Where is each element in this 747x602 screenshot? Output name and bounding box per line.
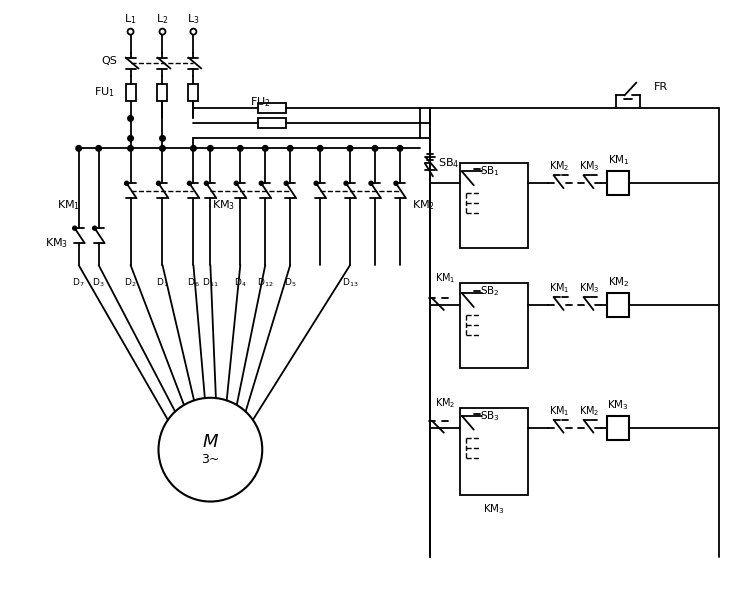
Text: KM$_3$: KM$_3$ xyxy=(579,160,600,173)
Bar xyxy=(460,163,527,248)
Bar xyxy=(258,119,286,128)
Circle shape xyxy=(157,181,161,185)
Circle shape xyxy=(72,226,77,230)
Circle shape xyxy=(187,181,191,185)
Bar xyxy=(607,172,630,195)
Text: D$_1$: D$_1$ xyxy=(156,276,169,288)
Text: D$_{13}$: D$_{13}$ xyxy=(342,276,359,288)
Bar xyxy=(188,84,199,102)
Circle shape xyxy=(128,116,134,121)
Text: KM$_3$: KM$_3$ xyxy=(607,398,630,412)
Circle shape xyxy=(288,146,293,151)
Circle shape xyxy=(372,146,378,151)
Text: D$_2$: D$_2$ xyxy=(124,276,137,288)
Text: SB$_2$: SB$_2$ xyxy=(480,284,500,298)
Text: KM$_2$: KM$_2$ xyxy=(579,404,600,418)
Bar xyxy=(125,84,135,102)
Text: KM$_3$: KM$_3$ xyxy=(483,503,505,517)
Text: M: M xyxy=(202,433,218,451)
Text: FR: FR xyxy=(654,82,669,93)
Text: 3~: 3~ xyxy=(201,453,220,466)
Text: D$_6$: D$_6$ xyxy=(187,276,199,288)
Text: KM$_1$: KM$_1$ xyxy=(58,198,81,212)
Text: L$_1$: L$_1$ xyxy=(124,12,137,25)
Text: KM$_1$: KM$_1$ xyxy=(549,281,570,295)
Circle shape xyxy=(317,146,323,151)
Circle shape xyxy=(235,181,238,185)
Text: D$_{12}$: D$_{12}$ xyxy=(257,276,273,288)
Circle shape xyxy=(314,181,318,185)
Circle shape xyxy=(128,135,134,141)
Text: SB$_3$: SB$_3$ xyxy=(480,409,500,423)
Text: QS: QS xyxy=(102,55,117,66)
Text: FU$_2$: FU$_2$ xyxy=(250,96,271,110)
Circle shape xyxy=(262,146,268,151)
Circle shape xyxy=(259,181,263,185)
Circle shape xyxy=(238,146,243,151)
Bar xyxy=(460,408,527,495)
Text: D$_7$: D$_7$ xyxy=(72,276,85,288)
Circle shape xyxy=(190,146,196,151)
Text: KM$_3$: KM$_3$ xyxy=(579,281,600,295)
Circle shape xyxy=(397,146,403,151)
Text: KM$_1$: KM$_1$ xyxy=(435,271,456,285)
Circle shape xyxy=(160,135,165,141)
Bar xyxy=(607,416,630,439)
Circle shape xyxy=(93,226,96,230)
Text: KM$_2$: KM$_2$ xyxy=(435,396,456,410)
Bar xyxy=(460,283,527,368)
Text: KM$_2$: KM$_2$ xyxy=(607,275,629,289)
Circle shape xyxy=(128,146,134,151)
Bar xyxy=(607,293,630,317)
Circle shape xyxy=(347,146,353,151)
Circle shape xyxy=(344,181,348,185)
Circle shape xyxy=(208,146,213,151)
Text: D$_{11}$: D$_{11}$ xyxy=(202,276,219,288)
Bar xyxy=(258,104,286,113)
Circle shape xyxy=(160,146,165,151)
Text: KM$_3$: KM$_3$ xyxy=(212,198,235,212)
Text: KM$_2$: KM$_2$ xyxy=(412,198,435,212)
Text: KM$_1$: KM$_1$ xyxy=(549,404,570,418)
Text: FU$_1$: FU$_1$ xyxy=(93,85,114,99)
Text: KM$_2$: KM$_2$ xyxy=(549,160,570,173)
Text: SB$_4$: SB$_4$ xyxy=(438,157,459,170)
Circle shape xyxy=(369,181,373,185)
Circle shape xyxy=(96,146,102,151)
Text: SB$_1$: SB$_1$ xyxy=(480,164,500,178)
Text: L$_3$: L$_3$ xyxy=(187,12,199,25)
Circle shape xyxy=(284,181,288,185)
Circle shape xyxy=(394,181,398,185)
Text: KM$_1$: KM$_1$ xyxy=(607,154,630,167)
Bar xyxy=(158,84,167,102)
Circle shape xyxy=(205,181,208,185)
Circle shape xyxy=(125,181,128,185)
Text: D$_5$: D$_5$ xyxy=(284,276,297,288)
Circle shape xyxy=(76,146,81,151)
Text: D$_4$: D$_4$ xyxy=(234,276,247,288)
Text: D$_3$: D$_3$ xyxy=(93,276,105,288)
Text: L$_2$: L$_2$ xyxy=(156,12,169,25)
Text: KM$_3$: KM$_3$ xyxy=(46,236,69,250)
